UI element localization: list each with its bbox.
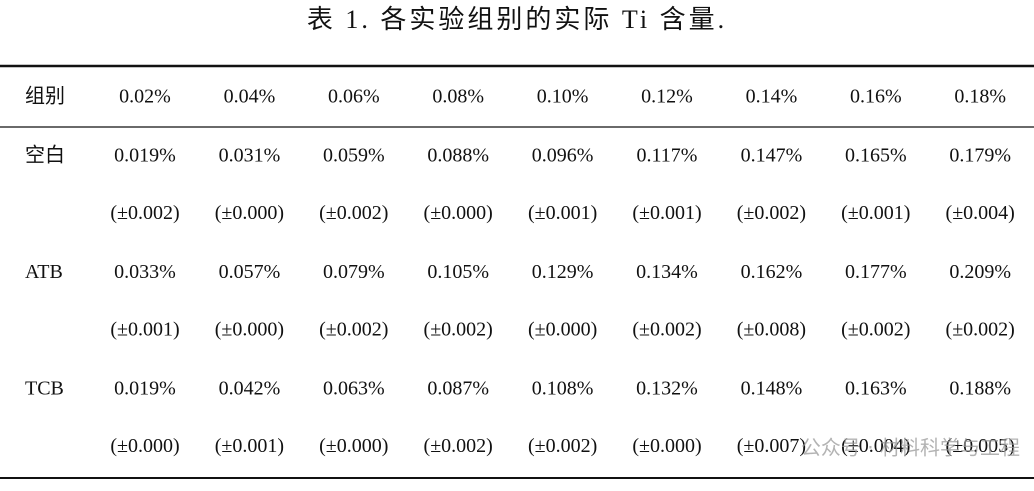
error-cell: (±0.005) [946,435,1015,457]
header-cell: 0.16% [850,86,902,108]
error-cell: (±0.000) [215,202,284,224]
value-cell: 0.177% [845,261,907,283]
error-cell: (±0.001) [528,202,597,224]
value-cell: 0.162% [741,261,803,283]
value-cell: 0.031% [219,145,281,167]
value-cell: 0.096% [532,145,594,167]
value-cell: 0.129% [532,261,594,283]
header-cell: 0.14% [746,86,798,108]
header-cell: 0.18% [954,86,1006,108]
value-cell: 0.188% [949,378,1011,400]
watermark: 公众号 · 材料科学与工程 [801,436,1020,460]
value-cell: 0.057% [219,261,281,283]
value-cell: 0.079% [323,261,385,283]
error-cell: (±0.002) [319,319,388,341]
error-cell: (±0.002) [424,319,493,341]
header-cell: 0.02% [119,86,171,108]
value-cell: 0.087% [427,378,489,400]
group-name: ATB [25,261,63,283]
error-cell: (±0.008) [737,319,806,341]
error-cell: (±0.002) [946,319,1015,341]
error-cell: (±0.007) [737,435,806,457]
group-name: 空白 [25,144,65,167]
header-cell: 组别 [25,85,65,108]
header-cell: 0.06% [328,86,380,108]
value-cell: 0.132% [636,378,698,400]
error-cell: (±0.001) [632,202,701,224]
error-cell: (±0.002) [424,435,493,457]
group-name: TCB [25,378,64,400]
error-cell: (±0.002) [737,202,806,224]
header-cell: 0.10% [537,86,589,108]
error-cell: (±0.001) [841,202,910,224]
value-cell: 0.042% [219,378,281,400]
error-cell: (±0.000) [632,435,701,457]
value-cell: 0.019% [114,378,176,400]
header-cell: 0.12% [641,86,693,108]
value-cell: 0.063% [323,378,385,400]
error-cell: (±0.001) [215,435,284,457]
value-cell: 0.179% [949,145,1011,167]
error-cell: (±0.000) [528,319,597,341]
value-cell: 0.019% [114,145,176,167]
value-cell: 0.033% [114,261,176,283]
error-cell: (±0.000) [110,435,179,457]
value-cell: 0.117% [637,145,698,167]
value-cell: 0.108% [532,378,594,400]
error-cell: (±0.000) [215,319,284,341]
value-cell: 0.059% [323,145,385,167]
error-cell: (±0.002) [841,319,910,341]
error-cell: (±0.002) [632,319,701,341]
error-cell: (±0.004) [946,202,1015,224]
error-cell: (±0.000) [319,435,388,457]
header-cell: 0.04% [224,86,276,108]
value-cell: 0.209% [949,261,1011,283]
value-cell: 0.134% [636,261,698,283]
error-cell: (±0.002) [528,435,597,457]
error-cell: (±0.002) [319,202,388,224]
value-cell: 0.165% [845,145,907,167]
error-cell: (±0.001) [110,319,179,341]
value-cell: 0.088% [427,145,489,167]
value-cell: 0.105% [427,261,489,283]
error-cell: (±0.004) [841,435,910,457]
value-cell: 0.147% [741,145,803,167]
table-title: 表 1. 各实验组别的实际 Ti 含量. [307,5,727,34]
error-cell: (±0.002) [110,202,179,224]
value-cell: 0.148% [741,378,803,400]
value-cell: 0.163% [845,378,907,400]
header-cell: 0.08% [432,86,484,108]
error-cell: (±0.000) [424,202,493,224]
